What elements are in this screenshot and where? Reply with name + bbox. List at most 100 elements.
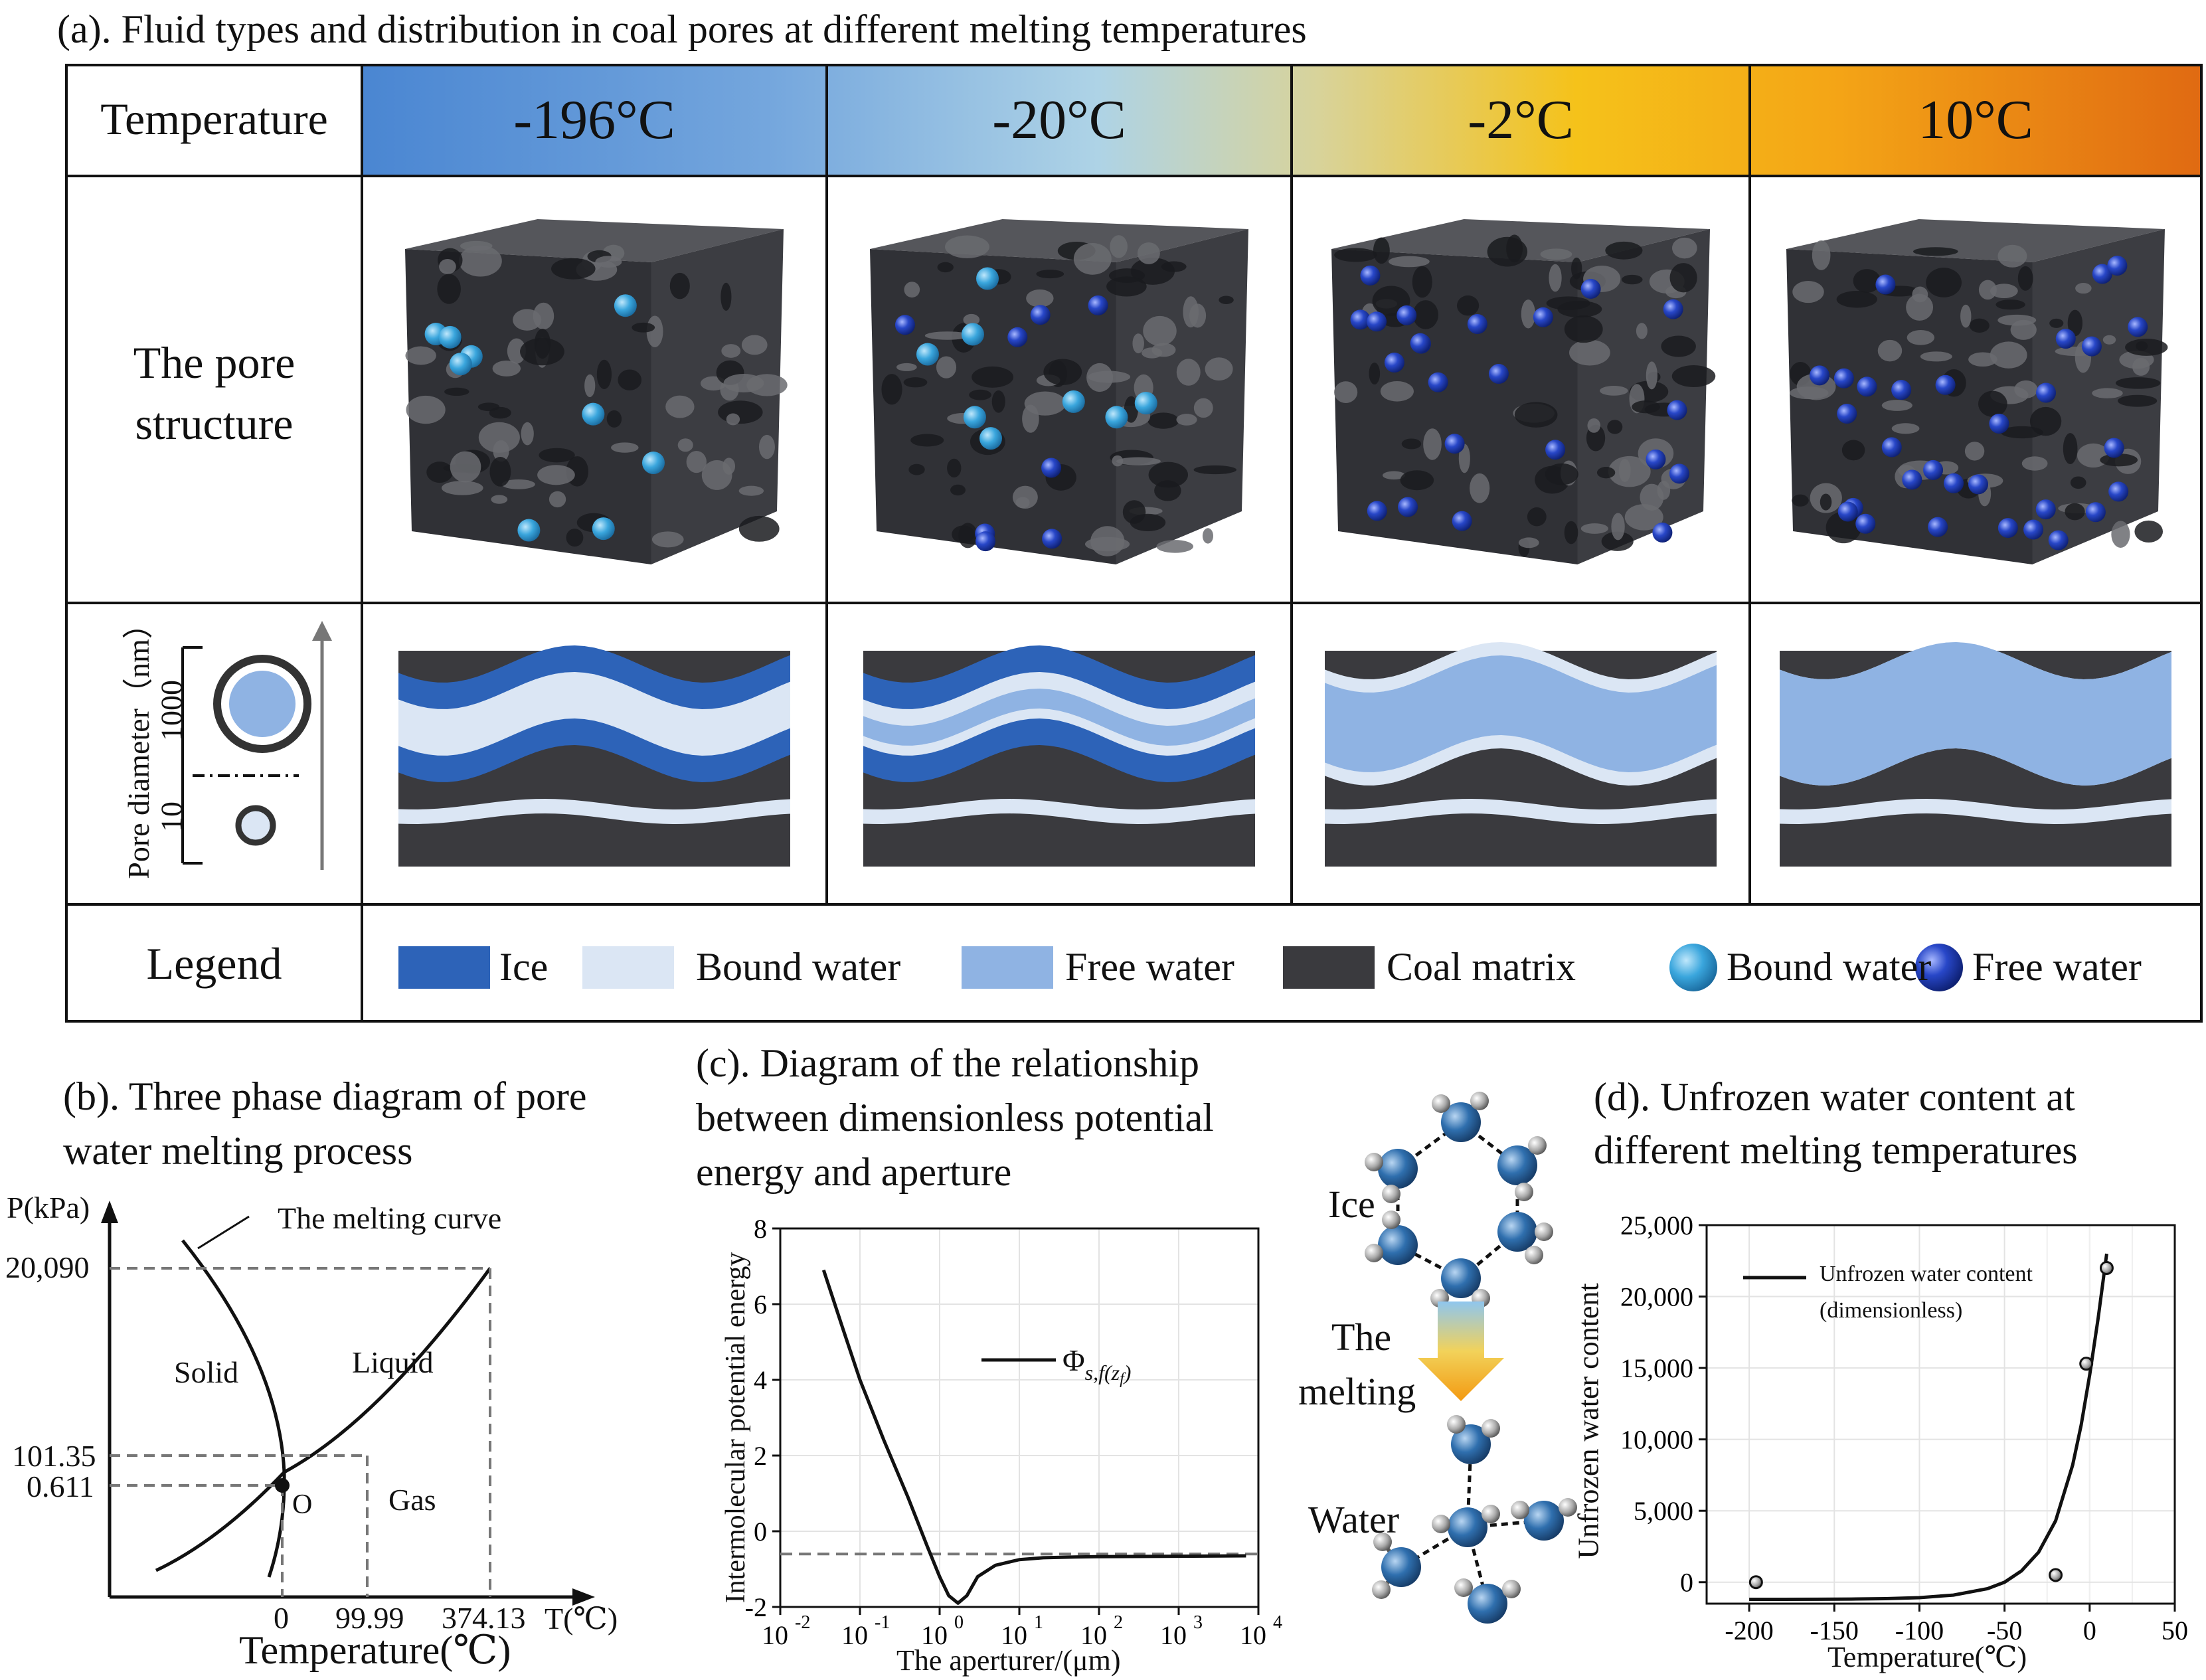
coal-texture <box>1106 276 1147 297</box>
melting-arrow <box>1418 1302 1504 1401</box>
y-tick-label: 20,000 <box>1620 1282 1693 1312</box>
hydrogen-atom <box>1454 1578 1473 1597</box>
x-tick-label: 10 <box>1160 1620 1187 1650</box>
phase-x-tick-37413: 374.13 <box>442 1601 526 1635</box>
coal-texture <box>1073 243 1112 275</box>
phase-x-title: Temperature(℃) <box>239 1628 511 1672</box>
legend-label-free-water-ball: Free water <box>1972 945 2142 989</box>
coal-texture <box>1607 420 1623 434</box>
coal-texture <box>738 515 780 542</box>
coal-texture <box>491 495 508 504</box>
coal-texture <box>1423 428 1442 460</box>
region-gas: Gas <box>388 1483 436 1517</box>
coal-texture <box>991 390 1005 413</box>
free-water-ball <box>1088 295 1108 315</box>
coal-texture <box>595 256 622 268</box>
free-water-ball <box>1669 463 1689 484</box>
x-tick-label: 10 <box>921 1620 948 1650</box>
x-tick-exponent: 3 <box>1193 1612 1203 1633</box>
coal-texture <box>1564 315 1603 343</box>
coal-texture <box>1978 390 2007 417</box>
coal-texture <box>1569 339 1610 366</box>
coal-texture <box>1605 241 1643 260</box>
coal-texture <box>1997 244 2027 268</box>
coal-texture <box>2092 388 2123 398</box>
y-tick-label: 0 <box>1680 1568 1693 1598</box>
legend-ball-bound-water <box>1669 944 1717 991</box>
coal-texture <box>1137 242 1160 264</box>
free-water-ball <box>1533 307 1553 327</box>
x-tick-exponent: 4 <box>1273 1612 1282 1633</box>
coal-texture <box>501 479 535 489</box>
coal-texture <box>972 366 1014 388</box>
phase-diagram <box>101 1201 595 1606</box>
phase-y-tick-0611: 0.611 <box>27 1470 94 1503</box>
coal-texture <box>646 315 663 347</box>
coal-texture <box>1624 504 1663 531</box>
chart-c-legend-close: ) <box>1124 1361 1132 1385</box>
coal-texture <box>521 422 534 446</box>
coal-texture <box>1401 438 1422 450</box>
free-water-ball <box>1935 375 1956 395</box>
coal-texture <box>1669 263 1697 293</box>
coal-texture <box>1671 365 1716 387</box>
free-water-ball <box>1837 501 1858 522</box>
coal-texture <box>1334 381 1358 403</box>
free-water-ball <box>2107 256 2128 276</box>
coal-cube-1 <box>405 219 788 564</box>
coal-texture <box>1458 444 1470 473</box>
free-water-ball <box>1855 513 1876 534</box>
free-water-ball <box>2048 530 2069 550</box>
free-water-ball <box>1997 518 2018 539</box>
free-water-ball <box>1923 460 1944 480</box>
free-water-ball <box>2081 336 2102 357</box>
free-water-ball <box>2036 382 2057 403</box>
coal-texture <box>1521 299 1536 329</box>
coal-texture <box>551 258 596 280</box>
coal-texture <box>1161 261 1187 272</box>
oxygen-atom <box>1448 1507 1487 1547</box>
hydrogen-atom <box>1502 1580 1521 1598</box>
coal-texture <box>2021 456 2048 471</box>
row-header-pore-structure: The pore structure <box>133 337 296 449</box>
coal-texture <box>596 359 612 390</box>
free-water-ball <box>1810 365 1830 386</box>
free-water-ball <box>2104 438 2124 458</box>
coal-texture <box>1564 521 1578 545</box>
temperature-label-3: -2°C <box>1468 89 1574 151</box>
x-tick-exponent: 0 <box>954 1612 964 1633</box>
coal-texture <box>1969 318 1990 333</box>
coal-cube-2 <box>870 219 1248 564</box>
coal-texture <box>1193 398 1213 418</box>
oxygen-atom <box>1441 1102 1481 1142</box>
coal-texture <box>478 422 520 453</box>
coal-texture <box>904 282 920 298</box>
pore-channel-2 <box>863 645 1255 867</box>
free-water-ball <box>1350 309 1371 330</box>
coal-texture <box>584 374 596 398</box>
coal-texture <box>2111 521 2130 548</box>
chart-d-legend-line2: (dimensionless) <box>1820 1298 1963 1323</box>
coal-texture <box>1926 268 1962 297</box>
phase-x-tick-0: 0 <box>274 1601 289 1635</box>
coal-texture <box>1636 323 1648 339</box>
coal-texture <box>606 410 622 428</box>
coal-texture <box>2136 341 2148 351</box>
free-water-ball <box>1646 449 1666 469</box>
hydrogen-atom <box>1525 1246 1543 1264</box>
oxygen-atom <box>1381 1547 1421 1587</box>
coal-texture <box>2118 394 2158 407</box>
legend-swatches <box>398 944 1963 991</box>
bound-water-ball <box>592 517 615 541</box>
coal-texture <box>1820 493 1832 511</box>
bound-water-ball <box>1062 390 1085 413</box>
free-water-ball <box>2108 481 2129 502</box>
coal-texture <box>1990 341 2027 369</box>
coal-texture <box>1881 400 1912 411</box>
coal-texture <box>1026 289 1054 307</box>
coal-texture <box>2029 406 2062 436</box>
coal-texture <box>1836 291 1877 308</box>
coal-texture <box>896 363 917 371</box>
x-tick-exponent: -1 <box>875 1612 890 1633</box>
oxygen-atom <box>1497 1212 1537 1252</box>
